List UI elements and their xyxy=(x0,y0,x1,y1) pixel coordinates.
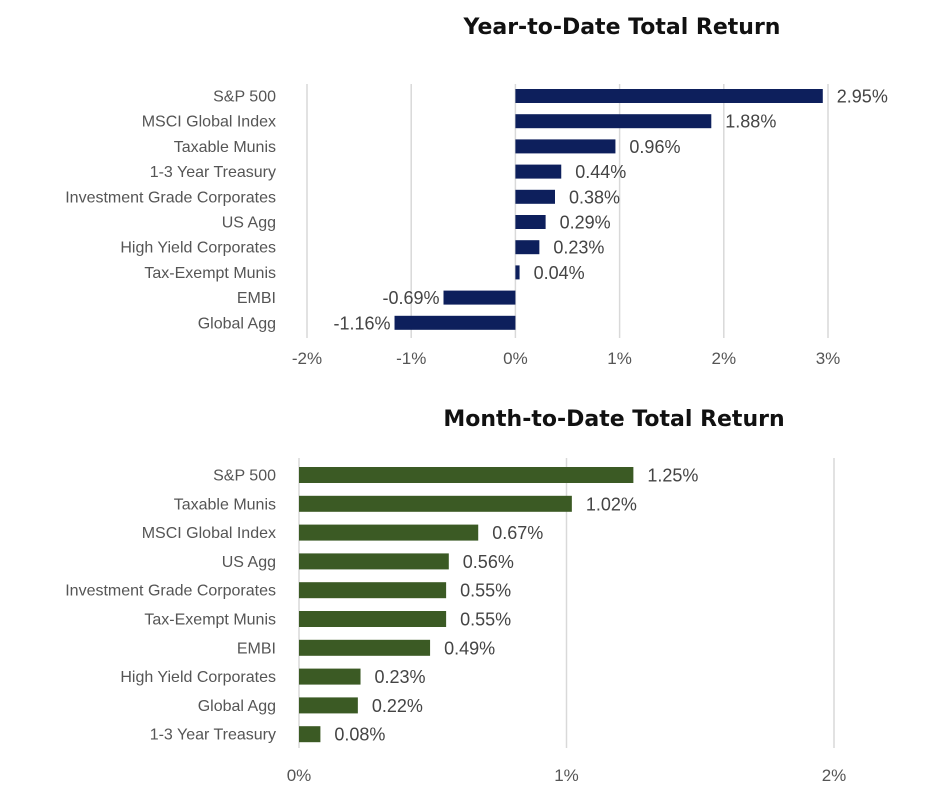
mtd-category-label: Taxable Munis xyxy=(174,496,276,513)
ytd-tick-label: 0% xyxy=(503,349,528,368)
ytd-data-label: 1.88% xyxy=(725,112,776,132)
mtd-bar xyxy=(299,524,479,541)
ytd-chart: Year-to-Date Total Return -2% -1% 0% 1% 2% 3%… xyxy=(65,15,888,368)
ytd-tick-label: 2% xyxy=(712,349,737,368)
mtd-tick-label: 2% xyxy=(822,766,847,785)
ytd-data-label: 0.38% xyxy=(569,187,620,207)
mtd-bar xyxy=(299,582,447,599)
ytd-bar xyxy=(515,240,540,255)
ytd-tick-label: -2% xyxy=(292,349,322,368)
ytd-bar xyxy=(443,290,516,305)
mtd-data-label: 0.67% xyxy=(492,523,543,543)
ytd-data-label: -1.16% xyxy=(333,313,390,333)
mtd-bar xyxy=(299,553,449,570)
ytd-data-label: 0.29% xyxy=(560,213,611,233)
mtd-category-label: MSCI Global Index xyxy=(142,525,276,542)
ytd-category-label: 1-3 Year Treasury xyxy=(150,164,276,181)
ytd-tick-label: -1% xyxy=(396,349,426,368)
mtd-data-label: 1.02% xyxy=(586,494,637,514)
mtd-bar xyxy=(299,495,572,512)
mtd-bar xyxy=(299,697,358,714)
mtd-data-label: 1.25% xyxy=(647,466,698,486)
ytd-bar xyxy=(515,164,562,179)
mtd-data-label: 0.23% xyxy=(375,667,426,687)
ytd-tick-label: 1% xyxy=(607,349,632,368)
mtd-category-label: US Agg xyxy=(222,554,276,571)
mtd-bar xyxy=(299,467,634,483)
mtd-bar xyxy=(299,639,431,656)
ytd-category-label: Taxable Munis xyxy=(174,139,276,156)
ytd-bar xyxy=(515,89,823,103)
ytd-chart-title: Year-to-Date Total Return xyxy=(463,15,781,40)
mtd-bar xyxy=(299,611,447,627)
mtd-data-label: 0.55% xyxy=(460,610,511,630)
ytd-bar xyxy=(515,215,546,229)
ytd-bar xyxy=(515,189,555,204)
ytd-tick-label: 3% xyxy=(816,349,841,368)
mtd-bar xyxy=(299,668,361,685)
ytd-data-label: 0.23% xyxy=(553,238,604,258)
mtd-category-label: S&P 500 xyxy=(213,468,276,485)
mtd-category-label: 1-3 Year Treasury xyxy=(150,727,276,744)
ytd-data-label: 2.95% xyxy=(837,87,888,107)
ytd-category-label: High Yield Corporates xyxy=(120,240,276,257)
ytd-data-label: 0.04% xyxy=(534,263,585,283)
mtd-category-label: High Yield Corporates xyxy=(120,669,276,686)
mtd-data-label: 0.56% xyxy=(463,552,514,572)
ytd-data-label: 0.96% xyxy=(629,137,680,157)
ytd-category-label: US Agg xyxy=(222,215,276,232)
ytd-bar xyxy=(394,315,516,330)
mtd-category-label: Investment Grade Corporates xyxy=(65,583,276,600)
ytd-bar xyxy=(515,114,712,129)
ytd-data-label: 0.44% xyxy=(575,162,626,182)
mtd-data-label: 0.08% xyxy=(334,725,385,745)
ytd-category-label: Global Agg xyxy=(198,315,276,332)
mtd-category-label: Tax-Exempt Munis xyxy=(144,612,276,629)
ytd-data-label: -0.69% xyxy=(382,288,439,308)
ytd-bar xyxy=(515,139,616,154)
ytd-category-label: Tax-Exempt Munis xyxy=(144,265,276,282)
mtd-category-label: EMBI xyxy=(237,640,276,657)
mtd-chart: Month-to-Date Total Return 0% 1% 2% S&P 500… xyxy=(65,407,846,785)
mtd-tick-label: 1% xyxy=(554,766,579,785)
ytd-category-label: S&P 500 xyxy=(213,89,276,106)
mtd-data-label: 0.49% xyxy=(444,638,495,658)
mtd-data-label: 0.22% xyxy=(372,696,423,716)
ytd-category-label: MSCI Global Index xyxy=(142,114,276,131)
mtd-bar xyxy=(299,726,321,743)
mtd-tick-label: 0% xyxy=(287,766,312,785)
mtd-chart-title: Month-to-Date Total Return xyxy=(443,407,784,432)
ytd-bar xyxy=(515,265,520,280)
mtd-category-label: Global Agg xyxy=(198,698,276,715)
ytd-category-label: EMBI xyxy=(237,290,276,307)
mtd-data-label: 0.55% xyxy=(460,581,511,601)
ytd-category-label: Investment Grade Corporates xyxy=(65,189,276,206)
